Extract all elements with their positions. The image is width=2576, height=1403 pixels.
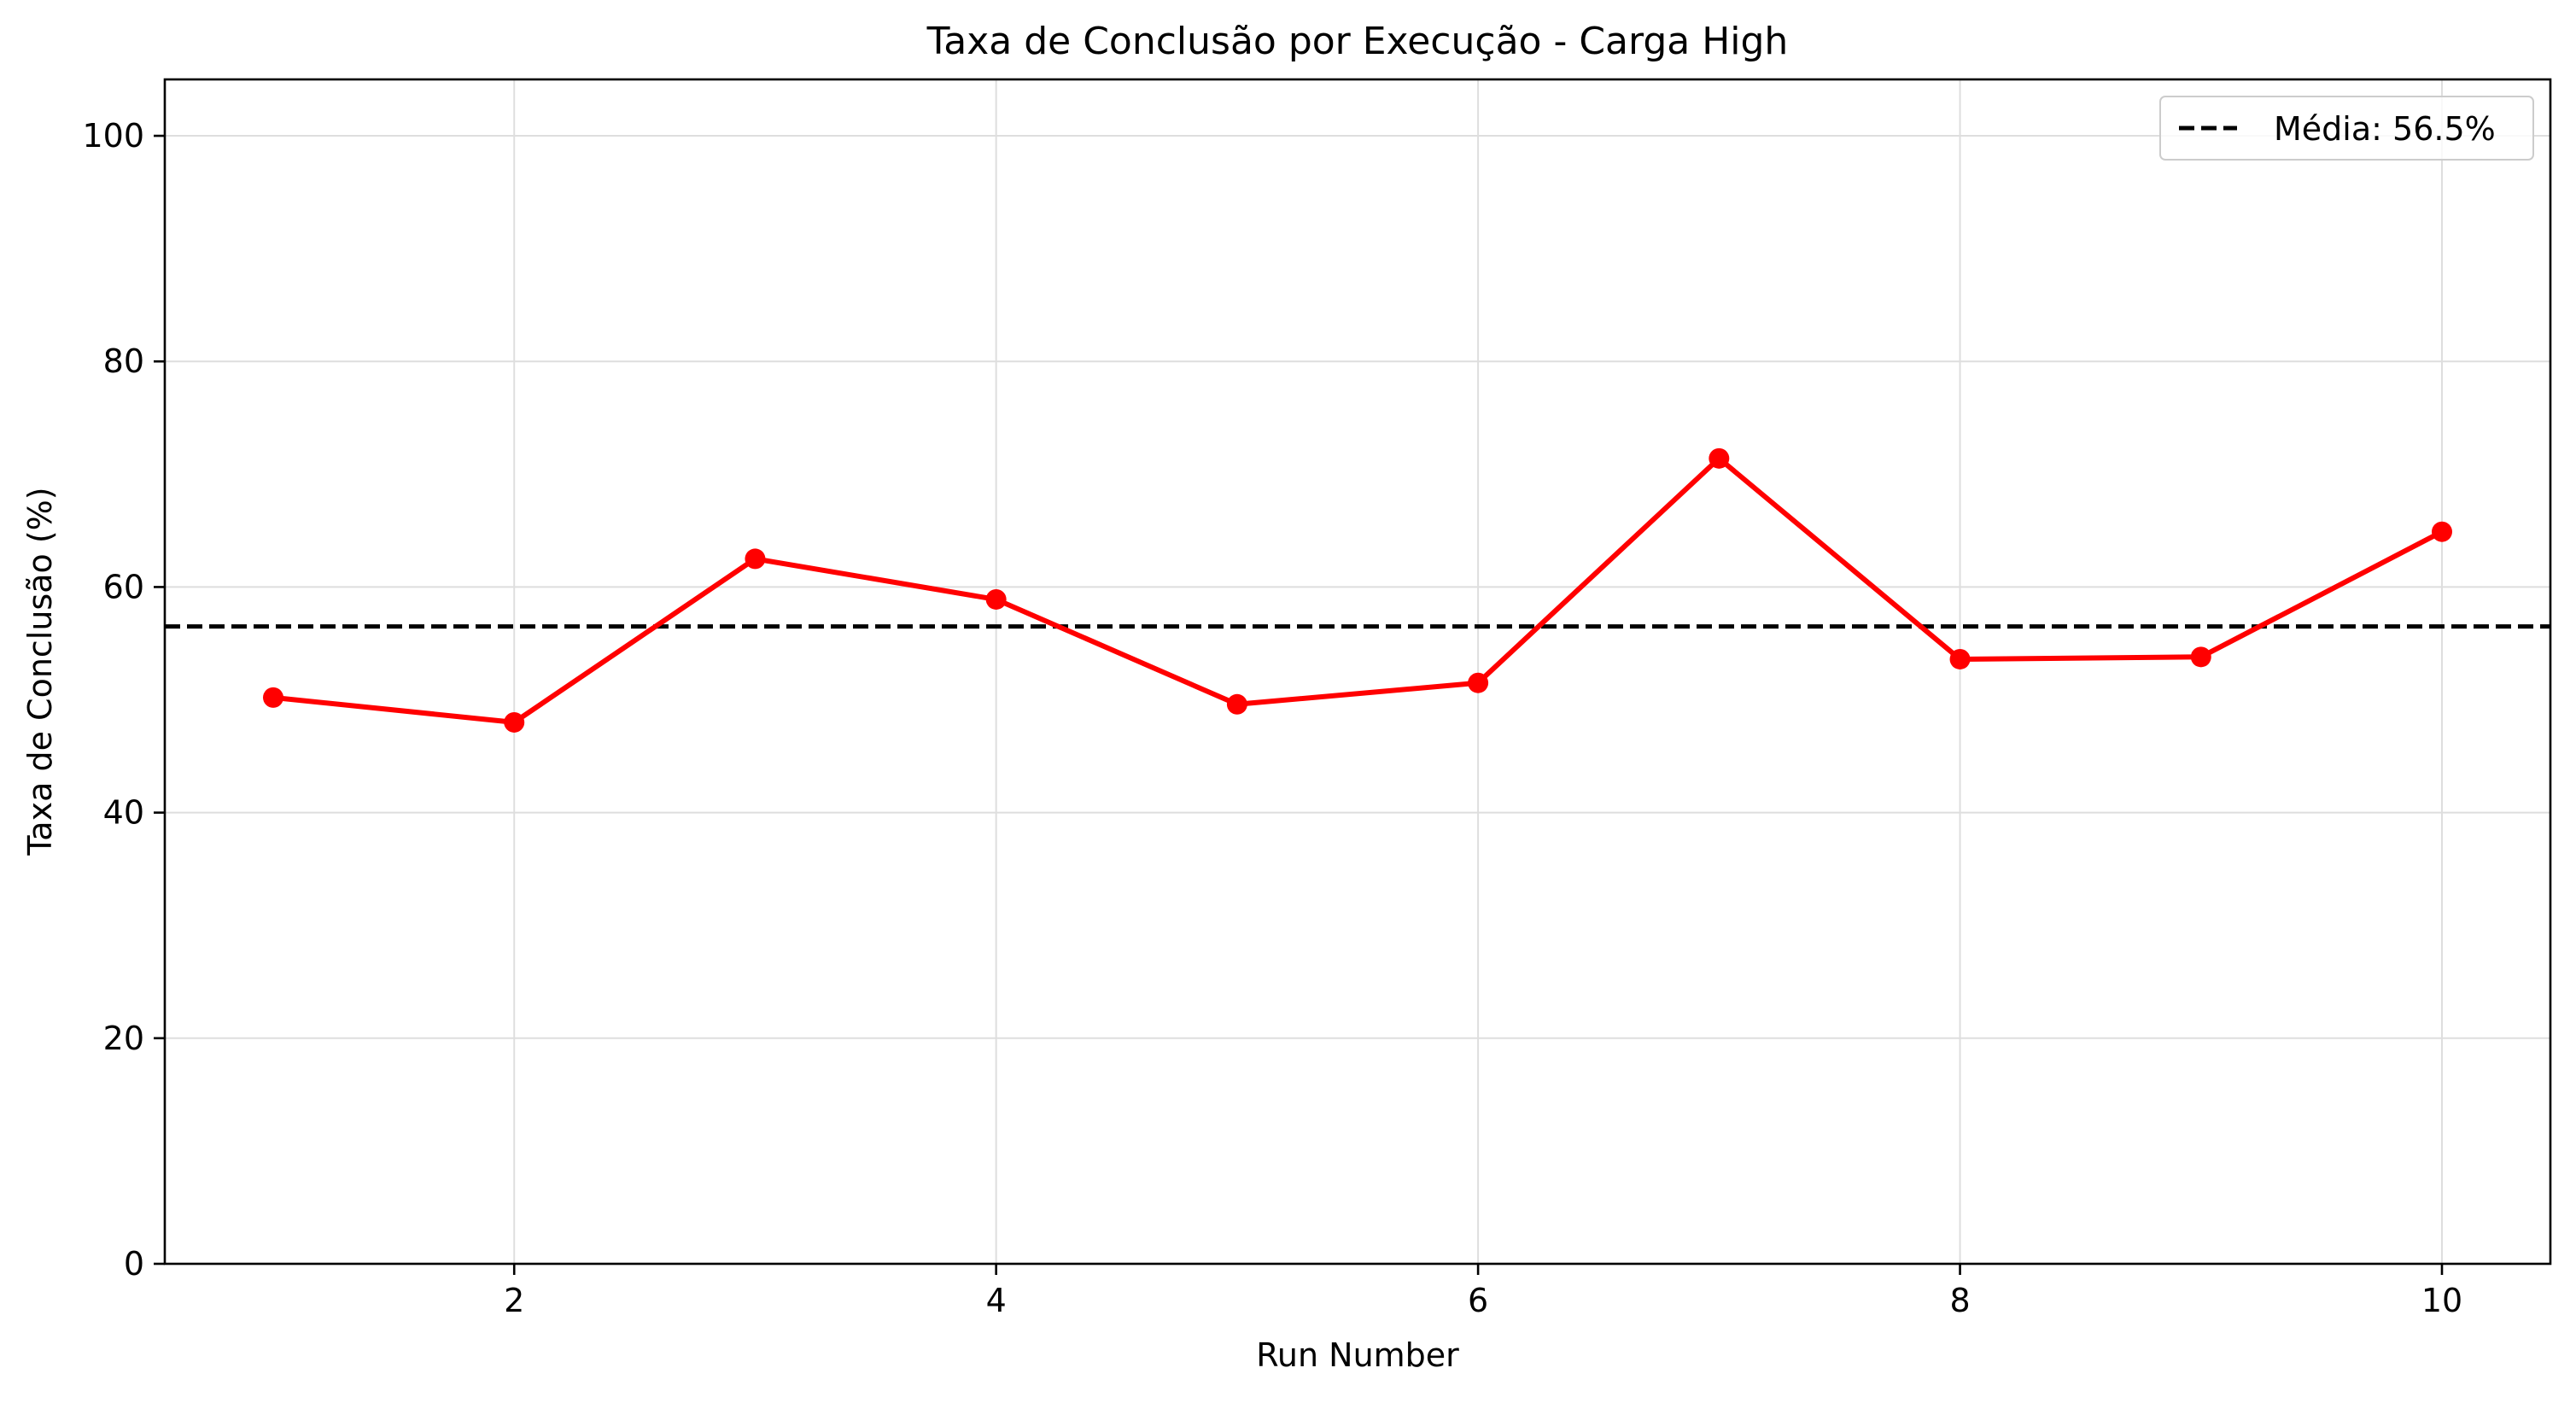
data-point bbox=[263, 687, 283, 708]
data-point bbox=[985, 588, 1007, 610]
x-tick-label: 10 bbox=[2421, 1282, 2462, 1319]
x-tick-label: 6 bbox=[1468, 1282, 1488, 1319]
y-tick-label: 60 bbox=[103, 568, 144, 605]
legend: Média: 56.5% bbox=[2159, 96, 2534, 161]
data-point bbox=[1709, 447, 1730, 469]
grid bbox=[165, 79, 2550, 1265]
y-tick-label: 100 bbox=[82, 117, 144, 155]
y-tick-label: 0 bbox=[124, 1245, 144, 1283]
x-tick-label: 4 bbox=[986, 1282, 1007, 1319]
plot-frame bbox=[163, 78, 2552, 1266]
legend-box bbox=[2159, 96, 2534, 161]
y-axis: 0 20 40 60 80 100 bbox=[82, 117, 165, 1283]
data-point bbox=[1949, 648, 1971, 669]
y-axis-label: Taxa de Conclusão (%) bbox=[21, 487, 59, 856]
data-point bbox=[1226, 693, 1247, 715]
y-tick-label: 80 bbox=[103, 342, 144, 380]
y-tick-label: 20 bbox=[103, 1020, 144, 1057]
data-point bbox=[504, 711, 525, 733]
chart-title: Taxa de Conclusão por Execução - Carga H… bbox=[926, 20, 1789, 63]
data-point bbox=[2432, 521, 2452, 542]
series-line bbox=[271, 455, 2445, 725]
x-tick-label: 8 bbox=[1949, 1282, 1970, 1319]
data-point bbox=[745, 548, 766, 570]
x-axis-label: Run Number bbox=[1256, 1336, 1459, 1374]
data-point bbox=[2190, 646, 2211, 668]
x-tick-label: 2 bbox=[504, 1282, 524, 1319]
legend-label-mean: Média: 56.5% bbox=[2274, 110, 2496, 148]
series-layer bbox=[263, 447, 2452, 733]
x-axis: 2 4 6 8 10 bbox=[504, 1264, 2462, 1319]
y-tick-label: 40 bbox=[103, 794, 144, 832]
data-point bbox=[1468, 672, 1489, 693]
